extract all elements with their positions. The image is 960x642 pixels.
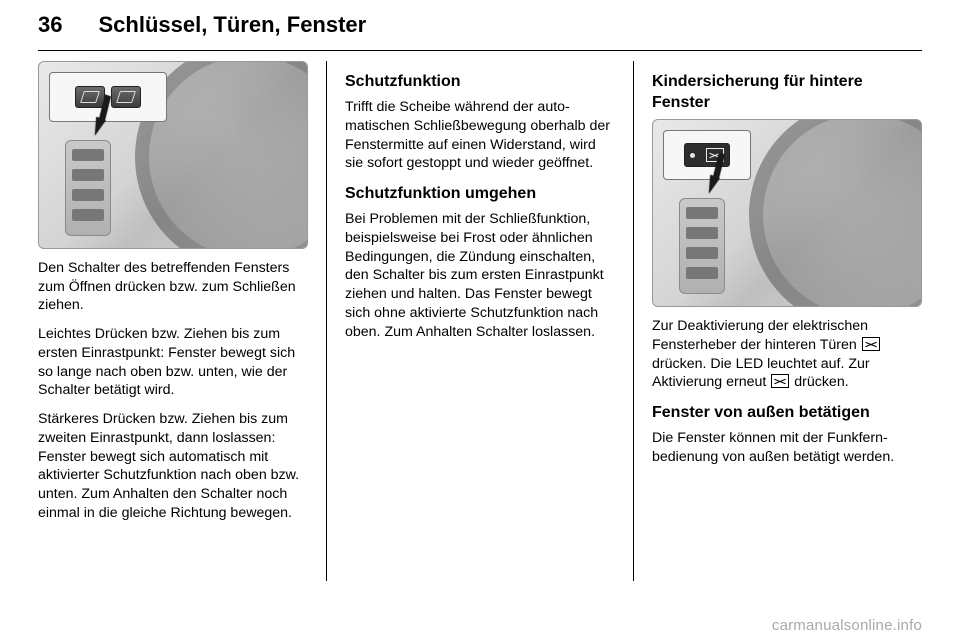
paragraph: Leichtes Drücken bzw. Ziehen bis zum ers… [38,325,308,400]
callout-child-lock-button [663,130,751,180]
heading-override: Schutzfunktion umgehen [345,183,615,204]
paragraph: Den Schalter des betreffenden Fens­ters … [38,259,308,315]
paragraph: Trifft die Scheibe während der auto­mati… [345,98,615,173]
heading-childlock: Kindersicherung für hintere Fenster [652,71,922,113]
paragraph-childlock: Zur Deaktivierung der elektrischen Fenst… [652,317,922,392]
window-switch-icon [111,86,141,108]
text: Zur Deaktivierung der elektrischen Fenst… [652,318,868,353]
paragraph: Die Fenster können mit der Funkfern­bedi… [652,429,922,466]
child-lock-icon [771,374,789,388]
section-title: Schlüssel, Türen, Fenster [98,12,366,38]
window-switch-icon [75,86,105,108]
door-panel-graphic [65,140,111,236]
illustration-window-switches [38,61,308,249]
text: drücken. [790,374,848,390]
illustration-child-lock [652,119,922,307]
heading-protection: Schutzfunktion [345,71,615,92]
footer-watermark: carmanualsonline.info [772,617,922,634]
heading-outside: Fenster von außen betätigen [652,402,922,423]
door-panel-graphic [679,198,725,294]
column-3: Kindersicherung für hintere Fenster Zur … [638,61,922,581]
content-columns: Den Schalter des betreffenden Fens­ters … [0,61,960,581]
column-separator [326,61,327,581]
paragraph: Bei Problemen mit der Schließfunk­tion, … [345,210,615,341]
column-separator [633,61,634,581]
page-number: 36 [38,12,62,38]
steering-wheel-graphic [749,119,922,307]
header-rule [38,50,922,51]
child-lock-icon [862,337,880,351]
column-1: Den Schalter des betreffenden Fens­ters … [38,61,322,581]
column-2: Schutzfunktion Trifft die Scheibe währen… [331,61,629,581]
paragraph: Stärkeres Drücken bzw. Ziehen bis zum zw… [38,410,308,522]
